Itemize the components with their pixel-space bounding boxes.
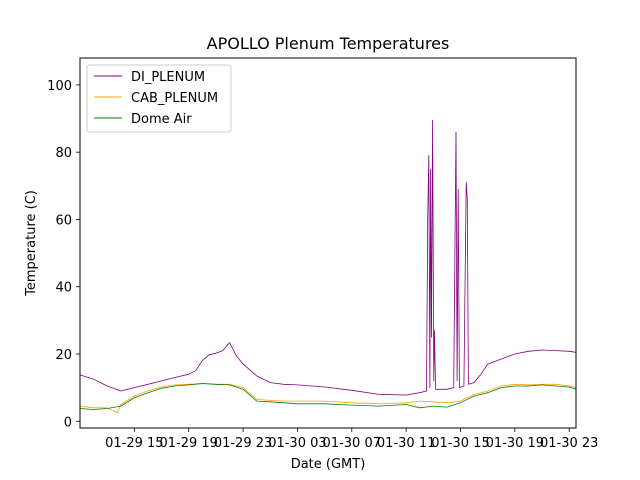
legend-label: CAB_PLENUM (131, 91, 218, 106)
y-tick-label: 20 (55, 348, 72, 363)
series-lines (79, 119, 577, 414)
y-tick-label: 100 (47, 79, 72, 94)
series-line-0 (79, 119, 577, 396)
legend: DI_PLENUM CAB_PLENUM Dome Air (86, 64, 232, 133)
legend-box (86, 64, 232, 133)
x-axis-label: Date (GMT) (291, 457, 366, 472)
x-tick-label: 01-30 07 (323, 436, 381, 451)
y-tick-label: 40 (55, 281, 72, 296)
x-tick-label: 01-30 19 (486, 436, 544, 451)
legend-label: DI_PLENUM (131, 70, 205, 85)
x-tick-label: 01-30 03 (268, 436, 326, 451)
x-tick-label: 01-29 15 (105, 436, 163, 451)
y-axis-label: Temperature (C) (24, 190, 39, 297)
x-tick-label: 01-29 19 (159, 436, 217, 451)
y-tick-label: 0 (64, 415, 72, 430)
x-tick-label: 01-30 15 (431, 436, 489, 451)
x-tick-label: 01-29 23 (214, 436, 272, 451)
legend-label: Dome Air (131, 112, 192, 127)
y-tick-label: 80 (55, 146, 72, 161)
chart-title: APOLLO Plenum Temperatures (207, 34, 450, 53)
y-tick-label: 60 (55, 213, 72, 228)
series-line-2 (79, 383, 577, 410)
x-tick-label: 01-30 23 (540, 436, 598, 451)
plot-frame (79, 57, 577, 429)
series-line-1 (79, 382, 577, 414)
x-tick-label: 01-30 11 (377, 436, 435, 451)
legend-entries: DI_PLENUM CAB_PLENUM Dome Air (94, 70, 218, 127)
